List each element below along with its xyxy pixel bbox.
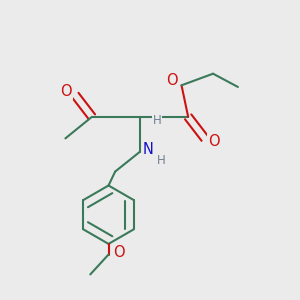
Text: O: O	[113, 245, 124, 260]
Text: N: N	[143, 142, 154, 158]
Text: O: O	[208, 134, 220, 149]
Text: H: H	[157, 154, 166, 167]
Text: H: H	[153, 114, 162, 127]
Text: O: O	[60, 84, 72, 99]
Text: O: O	[167, 73, 178, 88]
